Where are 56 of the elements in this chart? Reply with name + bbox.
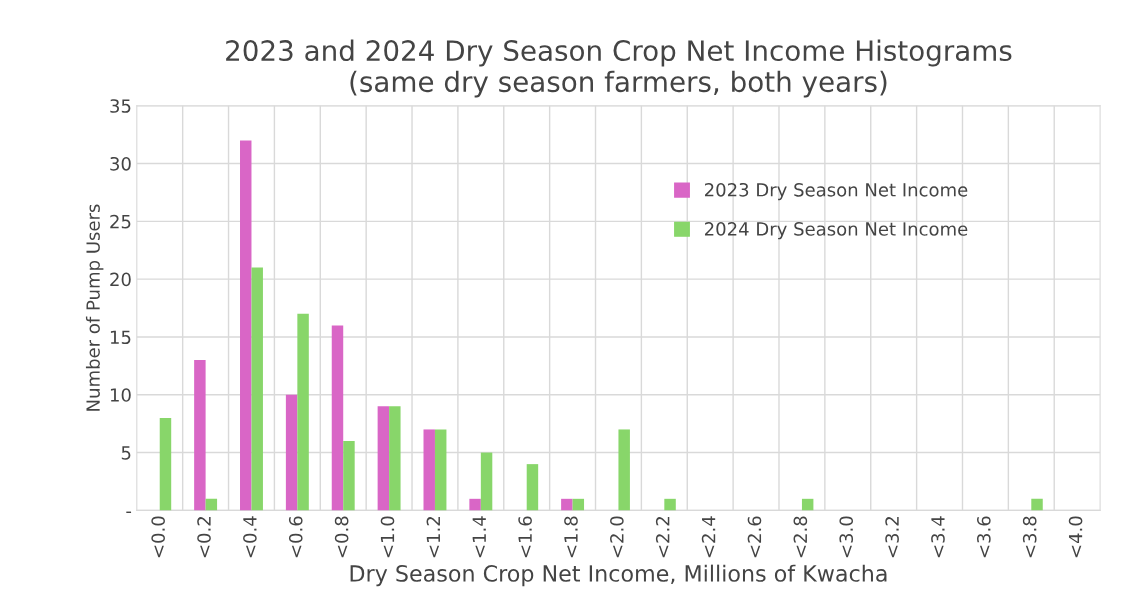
x-tick-label: <2.6 xyxy=(747,516,762,558)
bar xyxy=(205,498,218,511)
y-tick-label: 20 xyxy=(110,272,131,287)
bar xyxy=(377,406,390,511)
x-tick-label: <3.4 xyxy=(931,516,945,558)
x-axis-title: Dry Season Crop Net Income, Millions of Kwacha xyxy=(350,564,887,587)
bar xyxy=(434,429,447,511)
x-tick-label: <0.4 xyxy=(243,516,257,558)
y-tick-label: - xyxy=(126,511,132,514)
x-tick-label: <1.8 xyxy=(564,516,578,558)
legend-label: 2023 Dry Season Net Income xyxy=(704,182,968,201)
y-tick-label: 30 xyxy=(110,156,131,171)
x-tick-label: <2.4 xyxy=(701,516,716,558)
bar xyxy=(572,498,585,511)
chart-title: 2023 and 2024 Dry Season Crop Net Income Histograms (same dry season farmers, both years) xyxy=(226,39,1012,98)
y-tick-label: 5 xyxy=(121,446,131,460)
bar xyxy=(1031,498,1043,511)
x-tick-label: <3.2 xyxy=(885,517,899,558)
bar xyxy=(297,313,309,511)
x-tick-label: <2.2 xyxy=(655,517,670,558)
bar xyxy=(480,452,493,511)
x-tick-label: <4.0 xyxy=(1068,516,1083,558)
x-tick-label: <1.0 xyxy=(380,516,395,558)
bar xyxy=(285,394,298,511)
legend-label: 2024 Dry Season Net Income xyxy=(704,222,968,240)
x-tick-label: <3.0 xyxy=(839,516,854,558)
bar xyxy=(423,429,435,511)
bar xyxy=(389,406,401,511)
x-tick-label: <1.6 xyxy=(518,516,532,558)
y-tick-label: 10 xyxy=(110,388,131,402)
x-tick-label: <0.6 xyxy=(288,516,303,558)
bar xyxy=(526,464,539,511)
x-tick-label: <0.2 xyxy=(197,517,211,558)
bar xyxy=(618,429,630,511)
y-tick-label: 15 xyxy=(110,330,131,345)
x-tick-label: <3.8 xyxy=(1022,516,1037,558)
bar xyxy=(664,498,676,511)
y-tick-label: 35 xyxy=(110,99,131,113)
x-tick-label: <1.2 xyxy=(426,517,440,558)
bar xyxy=(194,360,206,511)
y-axis-title: Number of Pump Users xyxy=(85,204,104,411)
bar xyxy=(343,441,355,511)
bar xyxy=(561,498,573,511)
bar xyxy=(251,267,263,511)
bar xyxy=(240,140,252,511)
y-tick-label: 25 xyxy=(110,214,131,229)
bar xyxy=(159,417,172,511)
bar xyxy=(331,325,344,511)
x-tick-label: <2.0 xyxy=(610,516,624,558)
x-tick-label: <2.8 xyxy=(793,516,808,558)
bar xyxy=(469,498,481,511)
x-tick-label: <0.0 xyxy=(151,516,165,558)
bar xyxy=(801,498,814,511)
x-tick-label: <3.6 xyxy=(977,516,991,558)
x-tick-label: <1.4 xyxy=(472,516,486,558)
x-tick-label: <0.8 xyxy=(334,516,349,558)
